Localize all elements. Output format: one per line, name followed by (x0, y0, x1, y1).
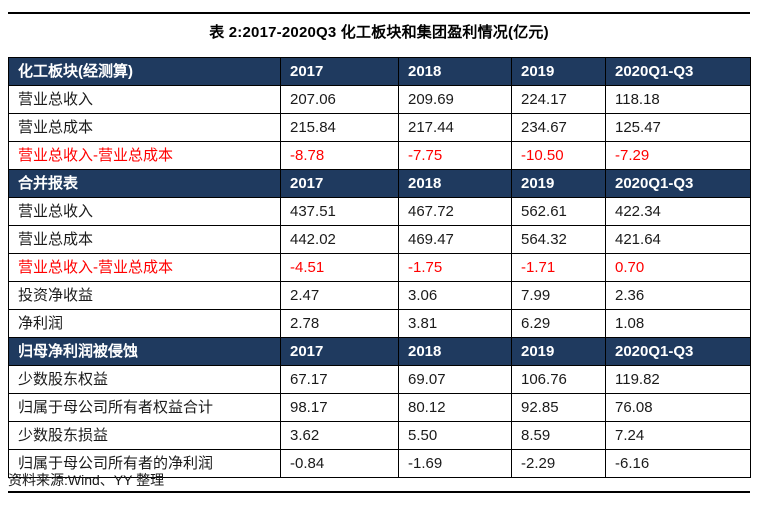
table-row: 营业总收入-营业总成本 -4.51 -1.75 -1.71 0.70 (8, 253, 751, 282)
value-cell: 76.08 (605, 393, 751, 422)
value-cell: -6.16 (605, 449, 751, 478)
value-cell: 207.06 (280, 85, 399, 114)
table-row: 少数股东损益 3.62 5.50 8.59 7.24 (8, 421, 751, 450)
section-header-row: 归母净利润被侵蚀 2017 2018 2019 2020Q1-Q3 (8, 337, 751, 366)
row-label: 净利润 (8, 309, 281, 338)
value-cell: 469.47 (398, 225, 512, 254)
row-label: 营业总成本 (8, 225, 281, 254)
value-cell: 442.02 (280, 225, 399, 254)
row-label: 营业总收入-营业总成本 (8, 253, 281, 282)
year-header-cell: 2019 (511, 57, 606, 86)
table-title: 表 2:2017-2020Q3 化工板块和集团盈利情况(亿元) (209, 24, 549, 41)
value-cell: 217.44 (398, 113, 512, 142)
year-header-cell: 2020Q1-Q3 (605, 337, 751, 366)
value-cell: -8.78 (280, 141, 399, 170)
year-header-cell: 2017 (280, 337, 399, 366)
row-label: 少数股东损益 (8, 421, 281, 450)
row-label: 投资净收益 (8, 281, 281, 310)
year-header-cell: 2018 (398, 169, 512, 198)
year-header-cell: 2017 (280, 169, 399, 198)
section-title-cell: 化工板块(经测算) (8, 57, 281, 86)
value-cell: 106.76 (511, 365, 606, 394)
row-label: 营业总收入 (8, 197, 281, 226)
value-cell: 8.59 (511, 421, 606, 450)
value-cell: 215.84 (280, 113, 399, 142)
value-cell: 437.51 (280, 197, 399, 226)
value-cell: 125.47 (605, 113, 751, 142)
value-cell: 7.99 (511, 281, 606, 310)
value-cell: 2.47 (280, 281, 399, 310)
value-cell: -4.51 (280, 253, 399, 282)
value-cell: -1.71 (511, 253, 606, 282)
year-header-cell: 2018 (398, 337, 512, 366)
value-cell: -1.69 (398, 449, 512, 478)
section-title-cell: 合并报表 (8, 169, 281, 198)
row-label: 归属于母公司所有者的净利润 (8, 449, 281, 478)
year-header-cell: 2019 (511, 337, 606, 366)
value-cell: 98.17 (280, 393, 399, 422)
row-label: 营业总收入-营业总成本 (8, 141, 281, 170)
profit-table: 化工板块(经测算) 2017 2018 2019 2020Q1-Q3 营业总收入 207.0… (8, 57, 751, 478)
value-cell: 234.67 (511, 113, 606, 142)
value-cell: 209.69 (398, 85, 512, 114)
value-cell: -0.84 (280, 449, 399, 478)
value-cell: 421.64 (605, 225, 751, 254)
table-row: 投资净收益 2.47 3.06 7.99 2.36 (8, 281, 751, 310)
value-cell: 224.17 (511, 85, 606, 114)
table-row: 营业总成本 215.84 217.44 234.67 125.47 (8, 113, 751, 142)
value-cell: 3.81 (398, 309, 512, 338)
value-cell: -1.75 (398, 253, 512, 282)
value-cell: 422.34 (605, 197, 751, 226)
year-header-cell: 2020Q1-Q3 (605, 169, 751, 198)
year-header-cell: 2020Q1-Q3 (605, 57, 751, 86)
value-cell: 69.07 (398, 365, 512, 394)
value-cell: 6.29 (511, 309, 606, 338)
value-cell: 3.06 (398, 281, 512, 310)
table-row: 营业总收入 437.51 467.72 562.61 422.34 (8, 197, 751, 226)
value-cell: 80.12 (398, 393, 512, 422)
table-row: 营业总成本 442.02 469.47 564.32 421.64 (8, 225, 751, 254)
value-cell: 467.72 (398, 197, 512, 226)
row-label: 营业总收入 (8, 85, 281, 114)
value-cell: -7.75 (398, 141, 512, 170)
value-cell: -7.29 (605, 141, 751, 170)
bottom-divider (8, 491, 750, 493)
table-row: 少数股东权益 67.17 69.07 106.76 119.82 (8, 365, 751, 394)
table-row: 归属于母公司所有者的净利润 -0.84 -1.69 -2.29 -6.16 (8, 449, 751, 478)
value-cell: 1.08 (605, 309, 751, 338)
table-row: 营业总收入-营业总成本 -8.78 -7.75 -10.50 -7.29 (8, 141, 751, 170)
value-cell: 92.85 (511, 393, 606, 422)
table-row: 营业总收入 207.06 209.69 224.17 118.18 (8, 85, 751, 114)
year-header-cell: 2017 (280, 57, 399, 86)
year-header-cell: 2018 (398, 57, 512, 86)
source-note: 资料来源:Wind、YY 整理 (8, 472, 165, 488)
value-cell: 3.62 (280, 421, 399, 450)
row-label: 少数股东权益 (8, 365, 281, 394)
value-cell: 7.24 (605, 421, 751, 450)
value-cell: 0.70 (605, 253, 751, 282)
value-cell: -2.29 (511, 449, 606, 478)
year-header-cell: 2019 (511, 169, 606, 198)
value-cell: 2.36 (605, 281, 751, 310)
section-title-cell: 归母净利润被侵蚀 (8, 337, 281, 366)
section-header-row: 化工板块(经测算) 2017 2018 2019 2020Q1-Q3 (8, 57, 751, 86)
value-cell: 118.18 (605, 85, 751, 114)
top-divider (8, 12, 750, 14)
section-header-row: 合并报表 2017 2018 2019 2020Q1-Q3 (8, 169, 751, 198)
value-cell: 5.50 (398, 421, 512, 450)
value-cell: 564.32 (511, 225, 606, 254)
row-label: 归属于母公司所有者权益合计 (8, 393, 281, 422)
table-row: 净利润 2.78 3.81 6.29 1.08 (8, 309, 751, 338)
value-cell: 2.78 (280, 309, 399, 338)
table-row: 归属于母公司所有者权益合计 98.17 80.12 92.85 76.08 (8, 393, 751, 422)
value-cell: 67.17 (280, 365, 399, 394)
value-cell: 562.61 (511, 197, 606, 226)
value-cell: 119.82 (605, 365, 751, 394)
row-label: 营业总成本 (8, 113, 281, 142)
value-cell: -10.50 (511, 141, 606, 170)
